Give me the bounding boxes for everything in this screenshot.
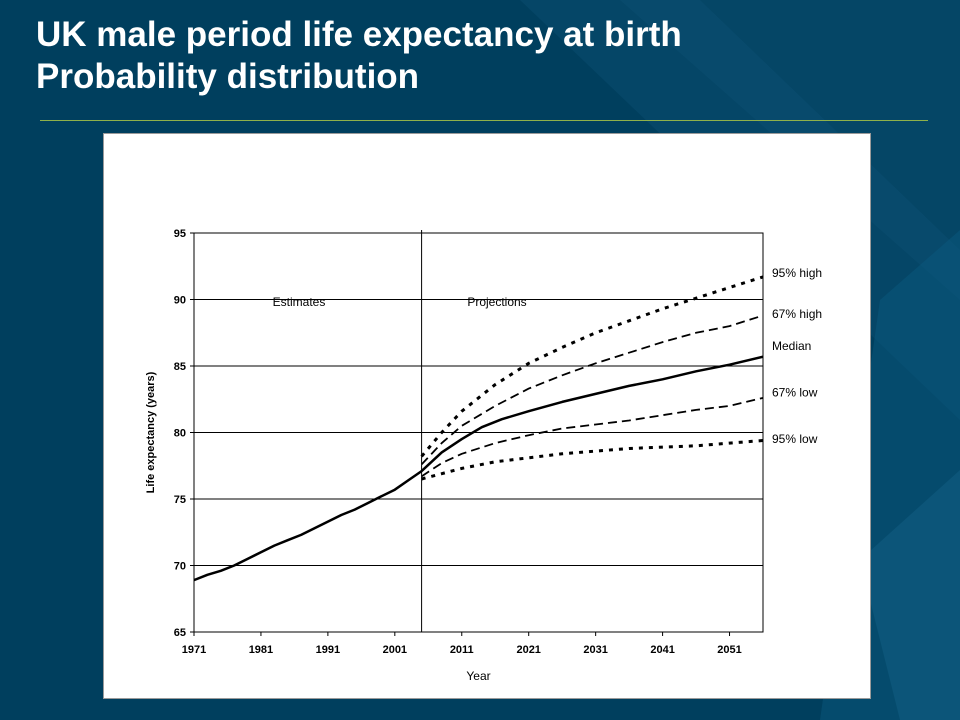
- series-line-67-high: [420, 314, 764, 466]
- series-line-95-low: [421, 439, 764, 481]
- y-tick-label: 80: [174, 428, 186, 440]
- y-tick-label: 95: [174, 228, 186, 240]
- series-line-median: [193, 355, 764, 582]
- series-label: 95% low: [772, 432, 818, 446]
- x-tick-label: 2011: [450, 644, 474, 656]
- title-line-1: UK male period life expectancy at birth: [36, 15, 682, 54]
- series-label: 67% high: [772, 307, 822, 321]
- title-divider: [40, 120, 928, 121]
- series-line-67-low: [421, 397, 764, 478]
- series-label: 95% high: [772, 266, 822, 280]
- x-tick-label: 1971: [182, 644, 206, 656]
- y-tick-label: 70: [174, 561, 186, 573]
- title-line-2: Probability distribution: [36, 57, 420, 96]
- x-tick-label: 1981: [249, 644, 273, 656]
- x-tick-label: 2001: [383, 644, 407, 656]
- region-label-projections: Projections: [467, 295, 526, 309]
- y-tick-label: 75: [174, 494, 186, 506]
- y-axis-title: Life expectancy (years): [145, 371, 157, 493]
- series-label: Median: [772, 339, 811, 353]
- x-tick-label: 2021: [516, 644, 540, 656]
- life-expectancy-chart: 65 70 75 80 85 90 95 1971 1981 1991 2001 2011 2021 20…: [145, 228, 822, 683]
- y-tick-label: 65: [174, 627, 186, 639]
- x-tick-label: 2051: [717, 644, 741, 656]
- series-label: 67% low: [772, 386, 818, 400]
- x-tick-label: 2041: [650, 644, 674, 656]
- y-tick-label: 90: [174, 295, 186, 307]
- region-label-estimates: Estimates: [273, 295, 326, 309]
- x-tick-label: 2031: [583, 644, 607, 656]
- x-tick-label: 1991: [316, 644, 340, 656]
- slide-title: UK male period life expectancy at birth …: [36, 14, 916, 98]
- chart-panel: 65 70 75 80 85 90 95 1971 1981 1991 2001 2011 2021 20…: [103, 133, 871, 699]
- y-tick-label: 85: [174, 361, 186, 373]
- x-axis-title: Year: [466, 669, 490, 683]
